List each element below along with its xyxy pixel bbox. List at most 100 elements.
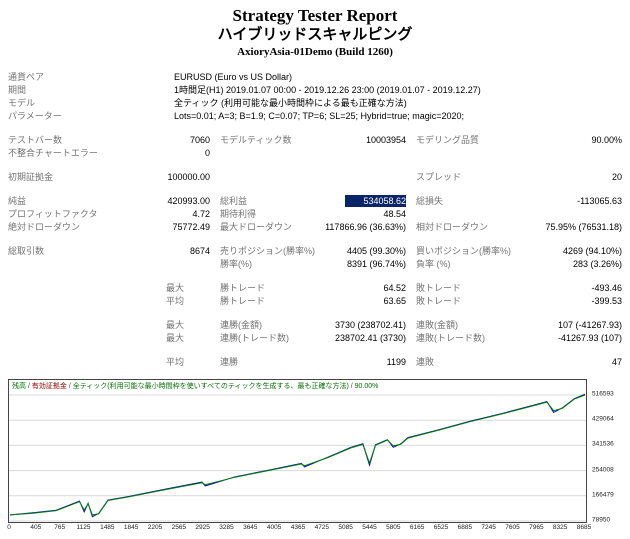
y-axis-label: 429064 <box>592 415 614 423</box>
row-label-2: 連勝 <box>220 357 239 367</box>
x-axis-label: 2565 <box>171 524 187 531</box>
row-spacer <box>8 123 622 134</box>
row-label-3: 敗トレード <box>416 296 462 306</box>
selection-highlight: 534058.62 <box>345 195 406 207</box>
report-row: テストバー数 7060 モデルティック数 10003954 モデリング品質 90.00% <box>8 134 622 147</box>
row-label-2: 総利益 <box>220 196 248 206</box>
x-axis-label: 6525 <box>433 524 449 531</box>
row-qualifier: 最大 <box>166 320 185 330</box>
row-label-3: 相対ドローダウン <box>416 222 489 232</box>
balance-line <box>9 394 586 516</box>
row-label-3: 連敗 <box>416 357 435 367</box>
row-value-2: 64.52 <box>383 283 406 293</box>
report-row: 最大 勝トレード 64.52 敗トレード -493.46 <box>8 282 622 295</box>
x-axis-label: 6165 <box>409 524 425 531</box>
x-axis: 0 405 765 1125 1485 1845 2205 2565 2925 3285 3645 4… <box>7 523 591 534</box>
x-axis-label: 5085 <box>338 524 353 531</box>
row-label <box>8 295 166 308</box>
report-row: 絶対ドローダウン 75772.49 最大ドローダウン 117866.96 (36.63… <box>8 221 622 234</box>
x-axis-label: 8685 <box>576 524 592 531</box>
balance-equity-graph <box>9 393 586 522</box>
x-axis-label: 8325 <box>552 524 568 531</box>
y-axis-label: 516593 <box>592 390 614 398</box>
equity-line <box>9 393 586 518</box>
row-value-3: 107 (-41267.93) <box>557 320 622 330</box>
x-axis-label: 1125 <box>76 524 91 531</box>
report-row: 総取引数 8674 売りポジション(勝率%) 4405 (99.30%) 買いポジション… <box>8 245 622 258</box>
row-value-1: 75772.49 <box>172 222 210 232</box>
x-axis-label: 765 <box>54 524 66 531</box>
report-row: パラメーター Lots=0.01; A=3; B=1.9; C=0.07; TP=… <box>8 110 622 123</box>
row-value-3: 75.95% (76531.18) <box>545 222 622 232</box>
legend-separator: / <box>350 383 353 390</box>
row-value-2: 8391 (96.74%) <box>346 259 406 269</box>
x-axis-label: 2925 <box>195 524 210 531</box>
report-row: 通貨ペア EURUSD (Euro vs US Dollar) <box>8 71 622 84</box>
row-value-2: 10003954 <box>365 135 406 145</box>
report-row: 平均 勝トレード 63.65 敗トレード -399.53 <box>8 295 622 308</box>
row-spacer <box>8 160 622 171</box>
x-axis-label: 1485 <box>100 524 115 531</box>
legend-equity-label: 有効証拠金 <box>31 383 67 390</box>
row-value-3: 4269 (94.10%) <box>562 246 622 256</box>
report-header: Strategy Tester Report ハイブリッドスキャルピング Axi… <box>8 6 622 59</box>
row-label <box>8 319 166 332</box>
row-value: 1時間足(H1) 2019.01.07 00:00 - 2019.12.26 2… <box>174 85 481 95</box>
ea-name: ハイブリッドスキャルピング <box>217 27 413 43</box>
row-label: プロフィットファクタ <box>8 209 98 219</box>
row-label-3: 敗トレード <box>416 283 462 293</box>
row-value-2: 534058.62 <box>320 195 406 208</box>
y-axis-label: 166479 <box>592 491 614 499</box>
chart-plot-area: 残高 / 有効証拠金 / 全ティック(利用可能な最小時間枠を使いすべてのティック… <box>8 379 587 523</box>
balance-chart: 残高 / 有効証拠金 / 全ティック(利用可能な最小時間枠を使いすべてのティック… <box>8 379 622 524</box>
row-value-2: 3730 (238702.41) <box>334 320 406 330</box>
row-label <box>8 356 166 369</box>
report-row: 最大 連勝(トレード数) 238702.41 (3730) 連敗(トレード数) -412… <box>8 332 622 345</box>
row-label: テストバー数 <box>8 135 63 145</box>
row-value-2 <box>320 171 406 184</box>
row-label <box>8 258 166 271</box>
row-label-3 <box>406 147 524 160</box>
legend-separator: / <box>68 383 71 390</box>
row-spacer <box>8 345 622 356</box>
row-value: EURUSD (Euro vs US Dollar) <box>174 72 293 82</box>
row-label-2: 売りポジション(勝率%) <box>220 246 315 256</box>
row-label: モデル <box>8 98 36 108</box>
row-value-2: 4405 (99.30%) <box>346 246 406 256</box>
row-label-3: スプレッド <box>416 172 462 182</box>
y-axis-label: 254008 <box>592 466 614 474</box>
row-label-3: 総損失 <box>416 196 444 206</box>
x-axis-label: 5805 <box>386 524 401 531</box>
row-label-3 <box>406 208 524 221</box>
report-row: 純益 420993.00 総利益 534058.62 総損失 -113065.63 <box>8 195 622 208</box>
row-value-3: 90.00% <box>591 135 622 145</box>
row-label-2 <box>210 147 320 160</box>
x-axis-label: 5445 <box>362 524 377 531</box>
row-spacer <box>8 308 622 319</box>
x-axis-label: 4725 <box>314 524 330 531</box>
row-value-3: -113065.63 <box>577 196 622 206</box>
row-label-2: 勝率(%) <box>220 259 252 269</box>
row-value: 全ティック (利用可能な最小時間枠による最も正確な方法) <box>174 98 407 108</box>
row-label-3: モデリング品質 <box>416 135 480 145</box>
x-axis-label: 2205 <box>147 524 163 531</box>
row-value-3: 20 <box>611 172 622 182</box>
report-row: 期間 1時間足(H1) 2019.01.07 00:00 - 2019.12.26… <box>8 84 622 97</box>
x-axis-label: 7965 <box>529 524 544 531</box>
row-value-3: 283 (3.26%) <box>572 259 622 269</box>
row-qualifier: 平均 <box>166 296 185 306</box>
report-title: Strategy Tester Report <box>232 6 398 25</box>
row-value-1: 420993.00 <box>167 196 210 206</box>
row-label-3: 連敗(トレード数) <box>416 333 485 343</box>
legend-quality-label: 90.00% <box>354 383 379 390</box>
row-label <box>8 282 166 295</box>
row-label-2: 勝トレード <box>220 283 266 293</box>
row-value-2: 48.54 <box>383 209 406 219</box>
row-label-2: 最大ドローダウン <box>220 222 293 232</box>
report-row: モデル 全ティック (利用可能な最小時間枠による最も正確な方法) <box>8 97 622 110</box>
server-build: AxioryAsia-01Demo (Build 1260) <box>237 46 393 58</box>
x-axis-label: 7245 <box>481 524 496 531</box>
row-label-2: 勝トレード <box>220 296 266 306</box>
row-label-3: 連敗(金額) <box>416 320 458 330</box>
